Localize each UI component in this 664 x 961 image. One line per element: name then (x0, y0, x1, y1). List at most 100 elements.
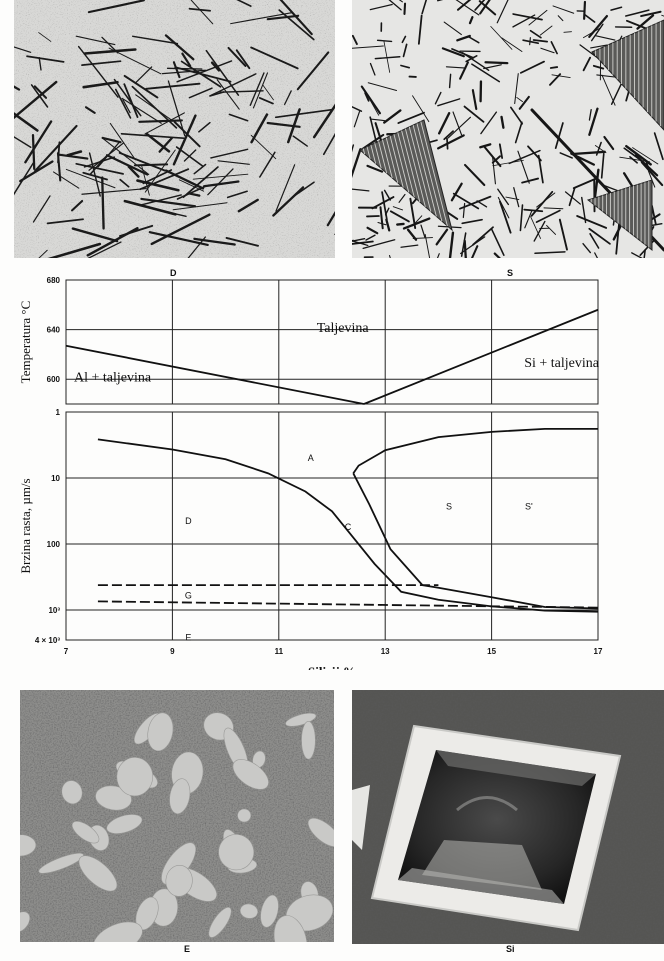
needle (463, 163, 486, 187)
needle (537, 154, 544, 184)
needle (437, 98, 461, 107)
needle (377, 222, 387, 226)
plate-striation (420, 121, 448, 227)
needle (183, 149, 197, 162)
needle (480, 111, 498, 135)
needle (142, 169, 173, 185)
needle (360, 85, 382, 115)
needle (470, 245, 479, 258)
needle (374, 122, 383, 142)
plate-striation (389, 135, 404, 188)
needle (490, 26, 513, 50)
needle (484, 61, 509, 65)
needle (401, 35, 407, 44)
silicon-tick-label: 11 (275, 647, 284, 656)
needle (588, 109, 592, 121)
primary-al-dendrite (307, 817, 334, 848)
needle (583, 0, 587, 20)
needle (383, 40, 391, 73)
needle (396, 222, 405, 226)
needle (105, 154, 149, 176)
needle (588, 14, 609, 38)
plate-striation (408, 126, 432, 212)
needle (500, 115, 505, 129)
needle (207, 168, 234, 196)
needle (471, 63, 501, 83)
needle (573, 150, 606, 156)
needle (472, 226, 494, 246)
primary-al-dendrite (273, 915, 308, 942)
needle (521, 177, 540, 184)
needle (392, 206, 404, 211)
needle (38, 57, 42, 71)
needle (557, 15, 564, 22)
needle (412, 215, 423, 227)
needle (369, 118, 386, 122)
plate-striation (370, 144, 377, 164)
temperature-panel-frame (65, 279, 599, 405)
needle (468, 36, 480, 44)
needle (259, 151, 276, 178)
si-plate (359, 119, 453, 232)
needle (497, 188, 510, 206)
needle (250, 113, 269, 144)
needle (88, 152, 101, 197)
needle (559, 152, 573, 159)
needle (610, 6, 623, 11)
needle (514, 73, 519, 105)
needle (478, 0, 497, 16)
needle (174, 66, 232, 83)
needle (145, 132, 171, 153)
needle (529, 29, 542, 39)
needle (32, 195, 51, 223)
needle (491, 155, 501, 164)
needle (352, 237, 366, 242)
needle (123, 83, 139, 118)
needle (210, 73, 257, 96)
needle (121, 97, 162, 124)
needle (546, 224, 557, 235)
needle (471, 89, 478, 111)
needle (589, 233, 600, 249)
needle (34, 124, 78, 172)
needle (266, 14, 300, 21)
liquidus-line (65, 344, 365, 405)
needle (445, 66, 467, 69)
needle (164, 34, 195, 61)
primary-al-dendrite (165, 865, 193, 897)
needle (582, 56, 592, 72)
needle (452, 111, 463, 136)
needle (437, 112, 451, 135)
needle (148, 231, 209, 247)
needle (550, 41, 558, 55)
needle (38, 32, 52, 42)
needle (237, 198, 259, 213)
needle (172, 61, 181, 79)
needle (420, 224, 426, 238)
needle (397, 111, 425, 124)
needle (554, 122, 564, 149)
needle (400, 64, 411, 69)
needle (549, 73, 562, 86)
micrograph-s (352, 0, 664, 258)
needle (188, 7, 211, 12)
needle (145, 82, 201, 90)
needle (352, 240, 374, 245)
needle (576, 215, 608, 229)
needle (626, 19, 649, 31)
needle (144, 112, 185, 135)
needle (530, 190, 554, 217)
needle (552, 5, 575, 14)
needle (590, 23, 604, 42)
needle (424, 233, 431, 258)
needle (514, 121, 523, 144)
needle (188, 192, 201, 197)
needle (636, 14, 655, 30)
needle (519, 60, 545, 74)
needle (448, 73, 452, 89)
needle (262, 85, 274, 101)
needle (645, 162, 650, 170)
plate-striation (416, 123, 443, 222)
plate-striation (397, 132, 415, 198)
needle (135, 66, 153, 83)
